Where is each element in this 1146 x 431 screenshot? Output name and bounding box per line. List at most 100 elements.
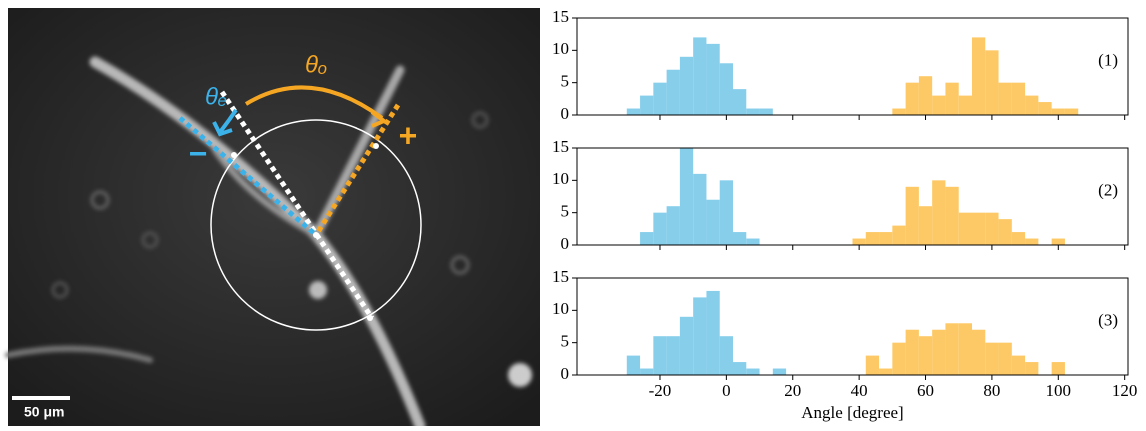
histogram-bar xyxy=(706,199,720,245)
histogram-bar xyxy=(640,368,654,375)
histogram-bar xyxy=(693,297,707,375)
histogram-bar xyxy=(666,336,680,375)
x-tick-label: 40 xyxy=(851,381,868,400)
histogram-bar xyxy=(733,362,747,375)
histogram-bar xyxy=(918,336,933,375)
histogram-bar xyxy=(653,212,667,245)
histogram-bar xyxy=(971,37,986,115)
histogram-bar xyxy=(1025,362,1039,375)
histogram-bar xyxy=(971,329,986,375)
histogram-bar xyxy=(892,225,906,245)
histogram-bar xyxy=(733,232,747,245)
x-tick-label: 100 xyxy=(1046,381,1072,400)
theta-e-arrow xyxy=(212,108,238,137)
histogram-bar xyxy=(653,82,667,115)
reference-line xyxy=(219,90,375,320)
histogram-bar xyxy=(865,232,880,245)
histogram-bar xyxy=(1011,355,1026,375)
histogram-bar xyxy=(985,212,999,245)
histogram-bar xyxy=(918,76,933,115)
histogram-bar xyxy=(945,186,959,245)
minus-end-line xyxy=(178,116,318,237)
y-tick-label: 15 xyxy=(552,267,569,286)
histogram-bar xyxy=(958,212,972,245)
x-tick-label: 0 xyxy=(722,381,731,400)
histogram-bar xyxy=(945,323,959,375)
histogram-bar xyxy=(985,342,999,375)
histogram-bar xyxy=(626,355,641,375)
histogram-bar xyxy=(879,368,893,375)
histogram-bar xyxy=(772,368,787,375)
histogram-bar xyxy=(932,180,946,245)
histogram-bar xyxy=(666,206,680,245)
histogram-bar xyxy=(865,355,880,375)
histogram-bar xyxy=(746,368,760,375)
axes-frame xyxy=(576,277,1129,376)
histogram-bar xyxy=(719,63,734,115)
x-tick-label: 60 xyxy=(917,381,934,400)
histogram-bar xyxy=(932,329,946,375)
histogram-bar xyxy=(985,50,999,116)
theta-o-label: θₒ xyxy=(305,51,328,78)
histogram-bar xyxy=(746,238,760,245)
histogram-bar xyxy=(1051,108,1065,115)
y-tick-label: 10 xyxy=(552,39,569,58)
x-tick-label: -20 xyxy=(649,381,672,400)
histogram-bar xyxy=(706,43,720,115)
plus-label: + xyxy=(399,117,418,153)
histogram-bar xyxy=(998,342,1012,375)
axes-frame xyxy=(576,147,1129,246)
histogram-bar xyxy=(640,232,654,245)
x-axis-label: Angle [degree] xyxy=(801,403,903,422)
histogram-bar xyxy=(998,82,1012,115)
y-tick-label: 5 xyxy=(561,202,570,221)
histogram-bar xyxy=(679,148,694,245)
y-tick-label: 15 xyxy=(552,137,569,156)
x-tick-label: 20 xyxy=(784,381,801,400)
y-tick-label: 0 xyxy=(561,104,570,123)
panel-label: (2) xyxy=(1098,181,1118,200)
histogram-bar xyxy=(1051,238,1065,245)
histogram-bar xyxy=(905,82,919,115)
y-tick-label: 15 xyxy=(552,7,569,26)
histogram-bar xyxy=(719,336,734,375)
histogram-bar xyxy=(693,173,707,245)
x-tick-label: 120 xyxy=(1112,381,1138,400)
y-tick-label: 5 xyxy=(561,72,570,91)
histogram-bar xyxy=(666,69,680,115)
y-tick-label: 5 xyxy=(561,332,570,351)
histogram-bar xyxy=(733,89,747,115)
histogram-bar xyxy=(879,232,893,245)
theta-o-arc xyxy=(244,85,384,120)
image-background xyxy=(8,8,540,426)
histogram-bar xyxy=(706,290,720,375)
histogram-bar xyxy=(998,219,1012,245)
histogram-bar xyxy=(958,323,972,375)
panel-label: (1) xyxy=(1098,51,1118,70)
histogram-bar xyxy=(653,336,667,375)
histogram-bar xyxy=(852,238,866,245)
markers xyxy=(231,143,379,321)
y-tick-label: 0 xyxy=(561,364,570,383)
histogram-bar xyxy=(759,108,773,115)
histogram-bar xyxy=(1011,232,1026,245)
histogram-bar xyxy=(1025,95,1039,115)
histogram-bar xyxy=(905,329,919,375)
histogram-bar xyxy=(679,316,694,375)
arrow-head xyxy=(370,110,388,128)
histogram-bar xyxy=(945,82,959,115)
histogram-bar xyxy=(746,108,760,115)
histogram-bar xyxy=(1038,102,1052,115)
scale-bar-label: 50 μm xyxy=(24,404,64,420)
histogram-bar xyxy=(918,206,933,245)
roi-circle xyxy=(210,119,422,331)
histogram-bar xyxy=(1051,362,1065,375)
histogram-bar xyxy=(1064,108,1079,115)
histogram-bar xyxy=(932,95,946,115)
histogram-bar xyxy=(892,342,906,375)
histogram-bar xyxy=(626,108,641,115)
x-tick-label: 80 xyxy=(983,381,1000,400)
panel-label: (3) xyxy=(1098,311,1118,330)
histogram-bar xyxy=(693,37,707,115)
